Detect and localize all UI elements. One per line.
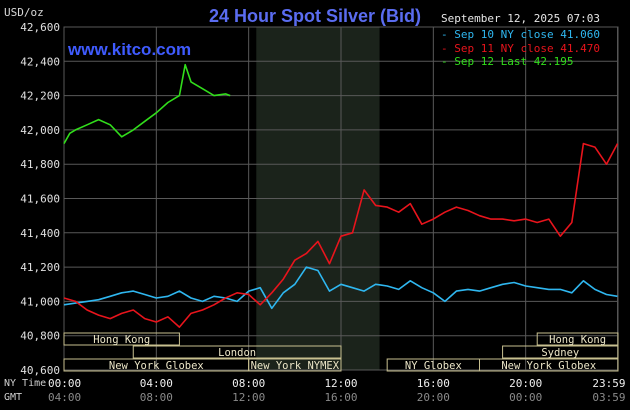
x-tick-label-ny: 12:00	[324, 377, 357, 390]
session-box	[479, 358, 619, 372]
x-tick-label-ny: 00:00	[48, 377, 81, 390]
x-tick-label-gmt: 03:59	[592, 391, 625, 404]
x-tick-label-ny: 16:00	[417, 377, 450, 390]
y-tick-label: 41,200	[20, 261, 60, 274]
unit-label: USD/oz	[4, 6, 44, 19]
session-box	[536, 332, 619, 346]
x-tick-label-gmt: 12:00	[232, 391, 265, 404]
session-label: New York NYMEX	[251, 360, 340, 372]
session-box	[132, 345, 342, 359]
session-label: Sydney	[541, 347, 579, 359]
legend-item-sep10: - Sep 10 NY close 41.060	[441, 28, 600, 41]
x-tick-label-gmt: 16:00	[324, 391, 357, 404]
session-box	[502, 345, 619, 359]
legend-item-sep12: - Sep 12 Last 42.195	[441, 55, 574, 68]
x-tick-label-ny: 08:00	[232, 377, 265, 390]
y-tick-label: 41,400	[20, 227, 60, 240]
series-line-sep12	[63, 63, 231, 144]
site-watermark[interactable]: www.kitco.com	[68, 40, 192, 59]
x-tick-label-gmt: 20:00	[417, 391, 450, 404]
session-label: New York Globex	[109, 360, 204, 372]
gmt-label: GMT	[4, 392, 23, 403]
chart-title: 24 Hour Spot Silver (Bid)	[208, 6, 422, 26]
x-tick-label-ny: 23:59	[592, 377, 625, 390]
session-label: Hong Kong	[93, 334, 150, 346]
session-label: NY Globex	[405, 360, 462, 372]
x-tick-label-ny: 20:00	[509, 377, 542, 390]
y-tick-label: 40,800	[20, 330, 60, 343]
x-tick-label-gmt: 08:00	[140, 391, 173, 404]
timestamp: September 12, 2025 07:03	[441, 12, 600, 25]
series-line-sep10	[63, 266, 618, 310]
y-tick-label: 42,400	[20, 55, 60, 68]
session-box	[63, 332, 180, 346]
y-tick-label: 40,600	[20, 364, 60, 377]
ny-time-label: NY Time	[4, 378, 47, 389]
x-tick-label-gmt: 00:00	[509, 391, 542, 404]
y-tick-label: 41,800	[20, 158, 60, 171]
y-tick-label: 42,600	[20, 21, 60, 34]
y-tick-label: 42,200	[20, 90, 60, 103]
x-tick-label-ny: 04:00	[140, 377, 173, 390]
y-tick-label: 42,000	[20, 124, 60, 137]
y-tick-label: 41,000	[20, 295, 60, 308]
legend: - Sep 10 NY close 41.060 - Sep 11 NY clo…	[441, 28, 600, 69]
legend-item-sep11: - Sep 11 NY close 41.470	[441, 41, 600, 55]
y-tick-label: 41,600	[20, 193, 60, 206]
series-line-sep11	[63, 142, 619, 328]
session-label: London	[218, 347, 256, 359]
x-tick-label-gmt: 04:00	[48, 391, 81, 404]
session-label: Hong Kong	[549, 334, 606, 346]
session-box	[248, 358, 342, 372]
session-label: New York Globex	[501, 360, 596, 372]
